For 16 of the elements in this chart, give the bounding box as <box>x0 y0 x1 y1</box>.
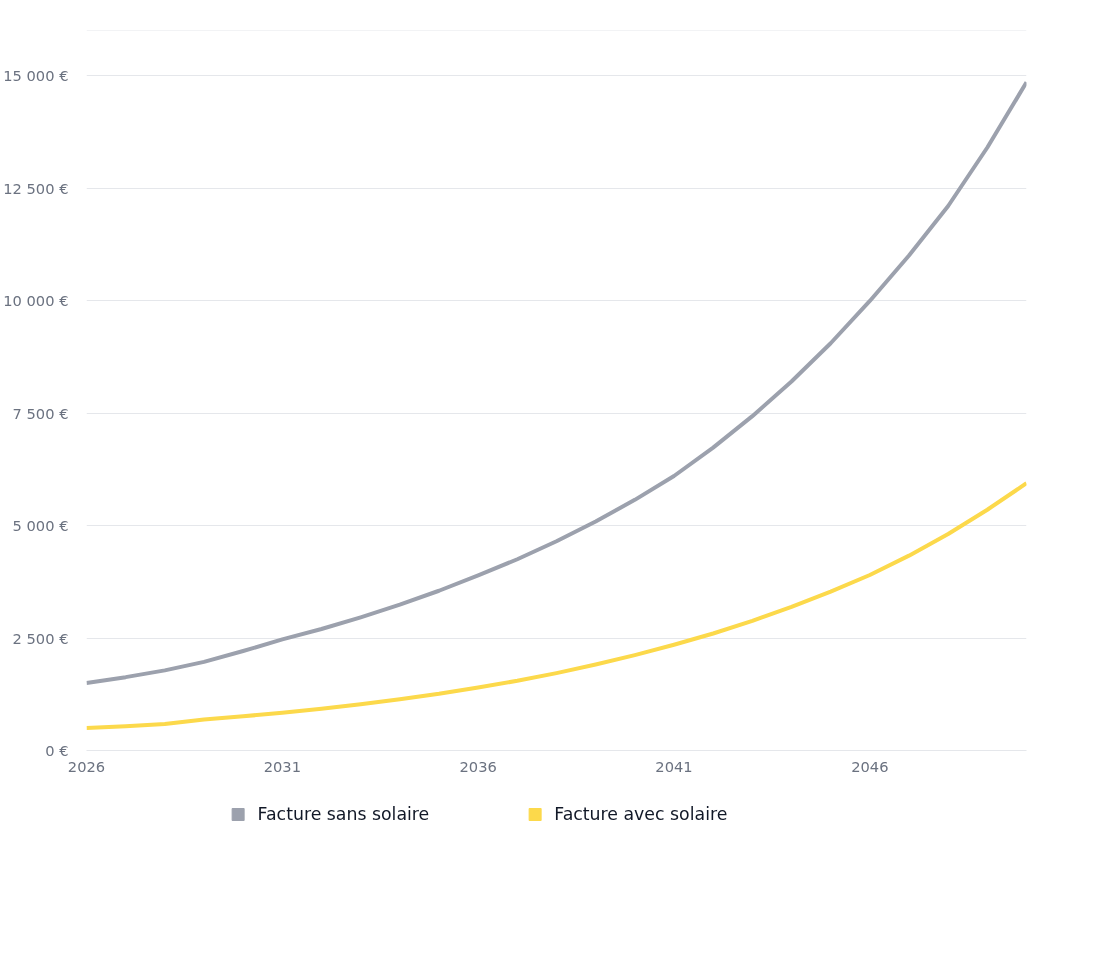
y-tick-label: 7 500 € <box>12 404 69 422</box>
x-tick-label: 2036 <box>459 757 497 775</box>
legend-label: Facture avec solaire <box>554 804 728 824</box>
y-tick-label: 2 500 € <box>12 629 69 647</box>
y-tick-label: 12 500 € <box>3 179 69 197</box>
y-tick-label: 5 000 € <box>12 517 69 534</box>
y-tick-label: 15 000 € <box>3 67 69 84</box>
line-series <box>86 80 1027 685</box>
x-tick-label: 2026 <box>67 757 106 775</box>
y-tick-label: 0 € <box>45 742 69 759</box>
x-tick-label: 2046 <box>851 757 889 775</box>
y-tick-label: 10 000 € <box>3 292 69 309</box>
legend-label: Facture sans solaire <box>257 804 430 824</box>
x-tick-label: 2041 <box>655 757 693 775</box>
line-series <box>86 481 1027 730</box>
x-tick-label: 2031 <box>263 757 301 775</box>
